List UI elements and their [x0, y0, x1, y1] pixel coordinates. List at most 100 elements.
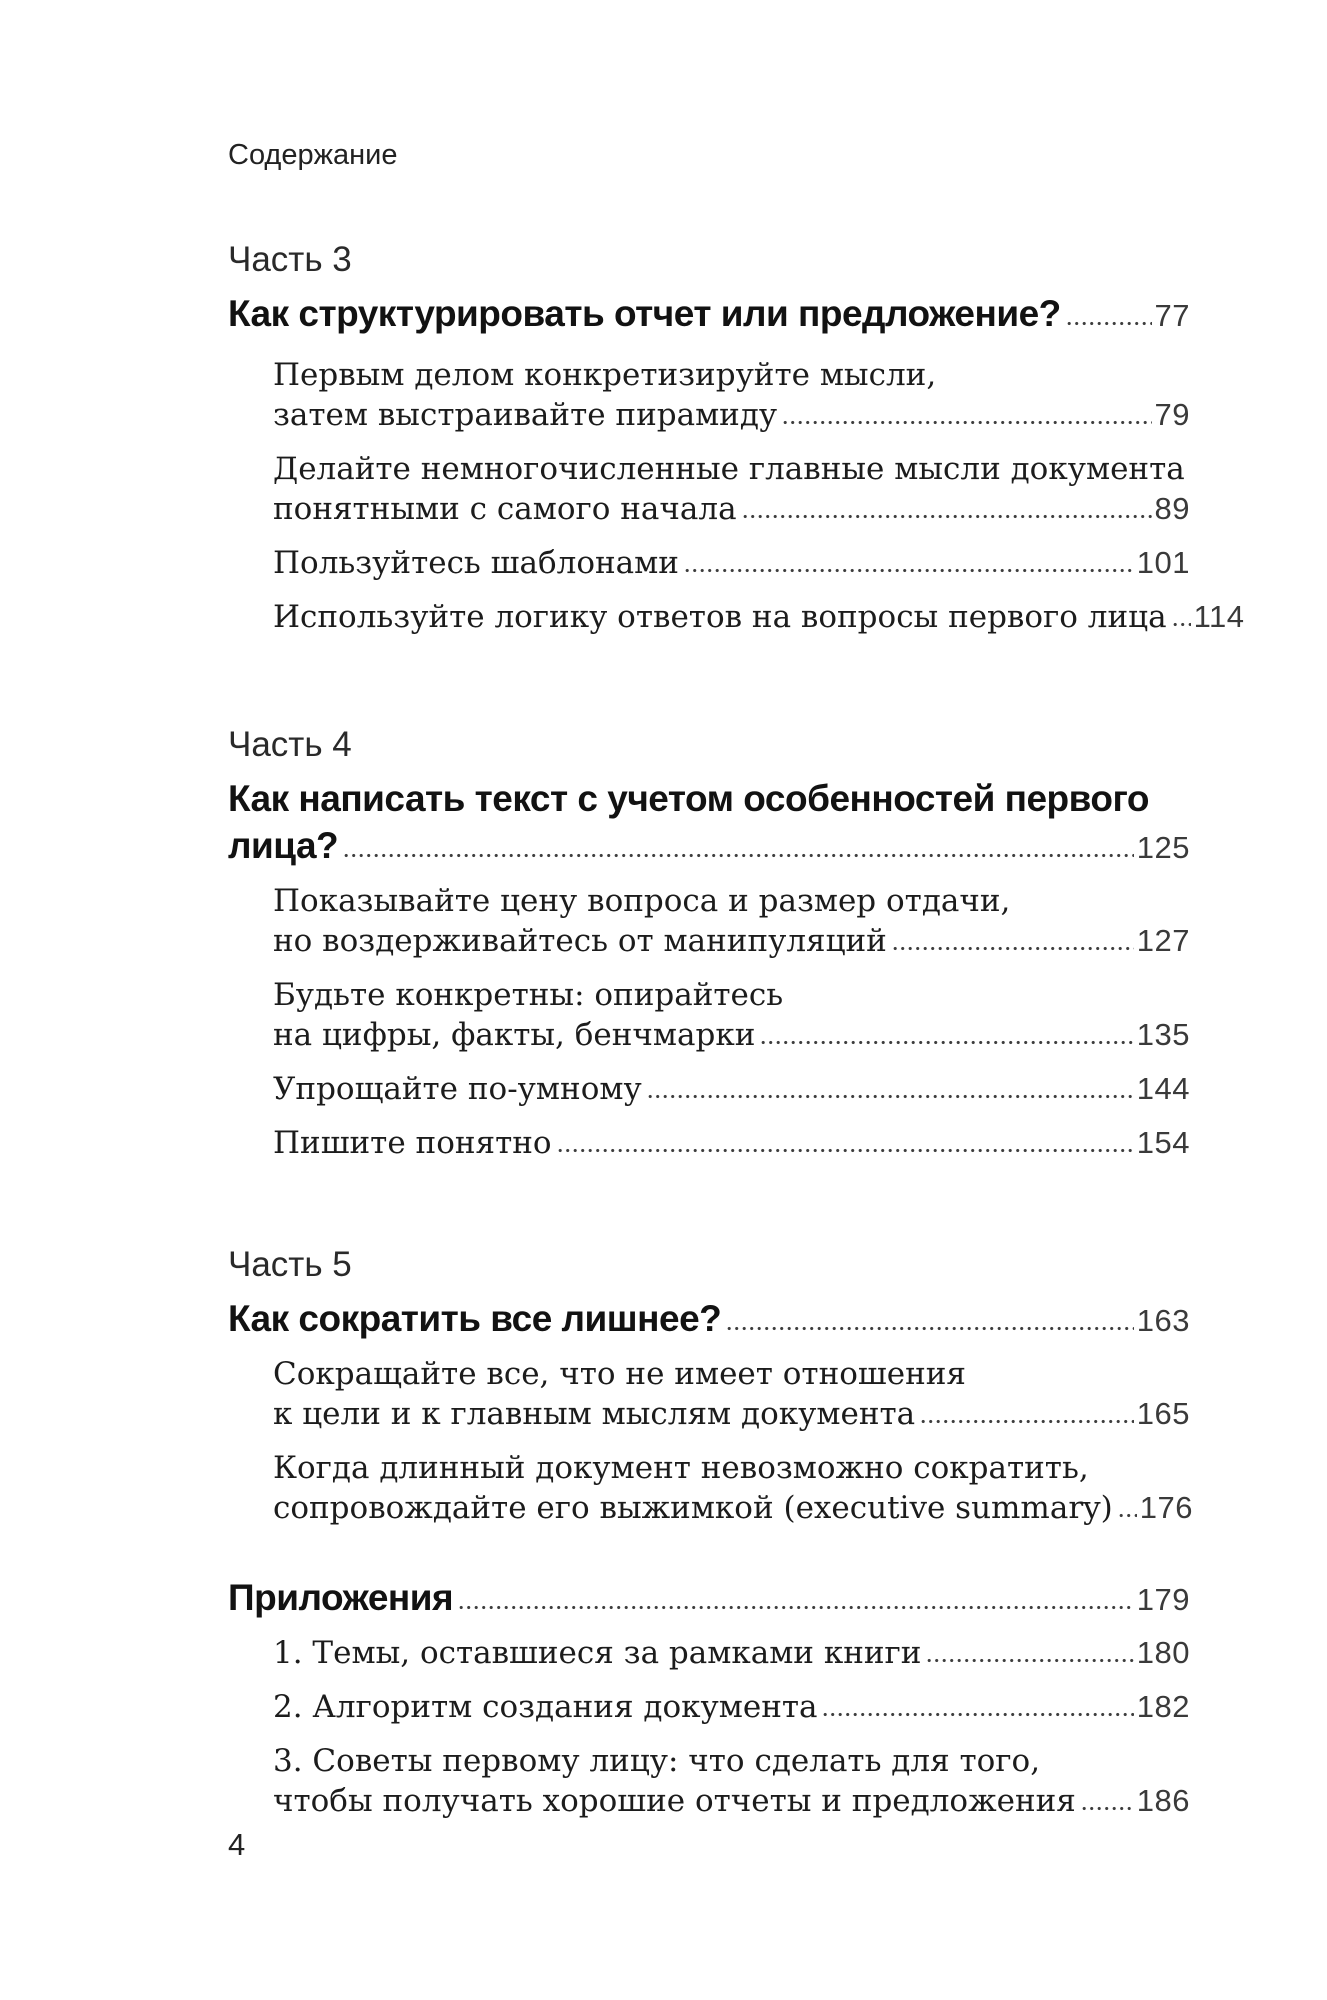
page-number: 101	[1136, 545, 1190, 580]
folio-page-number: 4	[228, 1827, 246, 1862]
entry-line: 2. Алгоритм создания документа	[273, 1689, 818, 1725]
section-title: Как сократить все лишнее?	[228, 1298, 722, 1339]
toc-entry: Будьте конкретны: опирайтесь на цифры, ф…	[228, 975, 1190, 1055]
entry-line: Первым делом конкретизируйте мысли,	[273, 357, 937, 393]
section-kicker: Часть 4	[228, 725, 352, 764]
dot-leader	[344, 853, 1134, 858]
toc-section-appendix: Приложения 179 1. Темы, оставшиеся за ра…	[228, 1574, 1190, 1821]
page-number: 89	[1154, 491, 1190, 526]
entry-line: Делайте немногочисленные главные мысли д…	[273, 451, 1185, 487]
page-number: 186	[1136, 1783, 1190, 1818]
dot-leader	[742, 514, 1152, 519]
section-entries: Первым делом конкретизируйте мысли, зате…	[228, 355, 1244, 637]
toc-entry: Пишите понятно 154	[228, 1123, 1190, 1163]
page-number: 165	[1136, 1396, 1190, 1431]
dot-leader	[1118, 1513, 1137, 1518]
entry-leader-row: затем выстраивайте пирамиду 79	[273, 395, 1190, 435]
entry-line: Когда длинный документ невозможно сократ…	[273, 1450, 1089, 1486]
entry-line: 1. Темы, оставшиеся за рамками книги	[273, 1635, 922, 1671]
entry-line: но воздерживайтесь от манипуляций	[273, 923, 887, 959]
entry-line: на цифры, факты, бенчмарки	[273, 1017, 756, 1053]
page-number: 182	[1136, 1689, 1190, 1724]
section-entries: Сокращайте все, что не имеет отношения к…	[228, 1354, 1193, 1528]
toc-entry: Используйте логику ответов на вопросы пе…	[228, 597, 1244, 637]
section-kicker: Часть 3	[228, 240, 352, 279]
entry-line: 3. Советы первому лицу: что сделать для …	[273, 1743, 1041, 1779]
page-number: 125	[1136, 830, 1190, 865]
entry-leader-row: Пользуйтесь шаблонами 101	[273, 543, 1190, 583]
dot-leader	[1081, 1806, 1134, 1811]
entry-line: к цели и к главным мыслям документа	[273, 1396, 916, 1432]
entry-leader-row: Используйте логику ответов на вопросы пе…	[273, 597, 1244, 637]
page-number: 144	[1136, 1071, 1190, 1106]
dot-leader	[1066, 321, 1152, 326]
section-title-row: лица? 125	[228, 822, 1190, 869]
page-number: 79	[1154, 397, 1190, 432]
page-number: 127	[1136, 923, 1190, 958]
entry-line: Показывайте цену вопроса и размер отдачи…	[273, 883, 1011, 919]
toc-entry: Первым делом конкретизируйте мысли, зате…	[228, 355, 1190, 435]
page-number: 176	[1139, 1490, 1193, 1525]
entry-leader-row: 2. Алгоритм создания документа 182	[273, 1687, 1190, 1727]
section-title: Как структурировать отчет или предложени…	[228, 293, 1061, 334]
toc-section-part-3: Часть 3 Как структурировать отчет или пр…	[228, 238, 1244, 637]
entry-line: Сокращайте все, что не имеет отношения	[273, 1356, 966, 1392]
entry-leader-row: сопровождайте его выжимкой (executive su…	[273, 1488, 1193, 1528]
entry-line: Пишите понятно	[273, 1125, 552, 1161]
toc-entry: Упрощайте по-умному 144	[228, 1069, 1190, 1109]
entry-leader-row: Упрощайте по-умному 144	[273, 1069, 1190, 1109]
dot-leader	[783, 420, 1152, 425]
toc-entry: Сокращайте все, что не имеет отношения к…	[228, 1354, 1190, 1434]
entry-line: Используйте логику ответов на вопросы пе…	[273, 599, 1167, 635]
running-header: Содержание	[228, 139, 398, 171]
toc-entry: 2. Алгоритм создания документа 182	[228, 1687, 1190, 1727]
dot-leader	[892, 946, 1134, 951]
toc-entry: Когда длинный документ невозможно сократ…	[228, 1448, 1193, 1528]
toc-entry: 1. Темы, оставшиеся за рамками книги 180	[228, 1633, 1190, 1673]
page-number: 77	[1154, 298, 1190, 333]
dot-leader	[761, 1040, 1134, 1045]
entry-line: чтобы получать хорошие отчеты и предложе…	[273, 1783, 1076, 1819]
dot-leader	[921, 1419, 1134, 1424]
page-number: 180	[1136, 1635, 1190, 1670]
dot-leader	[823, 1712, 1134, 1717]
entry-line: затем выстраивайте пирамиду	[273, 397, 778, 433]
entry-line: понятными с самого начала	[273, 491, 737, 527]
page-number: 135	[1136, 1017, 1190, 1052]
entry-line: Будьте конкретны: опирайтесь	[273, 977, 784, 1013]
entry-leader-row: Пишите понятно 154	[273, 1123, 1190, 1163]
entry-leader-row: 1. Темы, оставшиеся за рамками книги 180	[273, 1633, 1190, 1673]
dot-leader	[1172, 622, 1191, 627]
section-kicker: Часть 5	[228, 1245, 352, 1284]
section-title-row: Приложения 179	[228, 1574, 1190, 1621]
entry-leader-row: понятными с самого начала 89	[273, 489, 1190, 529]
entry-leader-row: на цифры, факты, бенчмарки 135	[273, 1015, 1190, 1055]
entry-leader-row: но воздерживайтесь от манипуляций 127	[273, 921, 1190, 961]
dot-leader	[557, 1148, 1134, 1153]
section-title-row: Как сократить все лишнее? 163	[228, 1295, 1190, 1342]
dot-leader	[927, 1658, 1134, 1663]
entry-leader-row: чтобы получать хорошие отчеты и предложе…	[273, 1781, 1190, 1821]
dot-leader	[459, 1605, 1134, 1610]
page-number: 163	[1136, 1303, 1190, 1338]
toc-entry: 3. Советы первому лицу: что сделать для …	[228, 1741, 1190, 1821]
toc-entry: Делайте немногочисленные главные мысли д…	[228, 449, 1190, 529]
page-number: 154	[1136, 1125, 1190, 1160]
section-title-row: Как структурировать отчет или предложени…	[228, 290, 1190, 337]
page-number: 179	[1136, 1582, 1190, 1617]
section-title: Приложения	[228, 1577, 454, 1618]
section-entries: Показывайте цену вопроса и размер отдачи…	[228, 881, 1190, 1163]
entry-line: Упрощайте по-умному	[273, 1071, 642, 1107]
page-number: 114	[1193, 599, 1245, 634]
dot-leader	[647, 1094, 1134, 1099]
dot-leader	[727, 1326, 1134, 1331]
toc-entry: Пользуйтесь шаблонами 101	[228, 543, 1190, 583]
toc-entry: Показывайте цену вопроса и размер отдачи…	[228, 881, 1190, 961]
toc-section-part-4: Часть 4 Как написать текст с учетом особ…	[228, 723, 1190, 1163]
entry-line: сопровождайте его выжимкой (executive su…	[273, 1490, 1113, 1526]
section-title: Как написать текст с учетом особенностей…	[228, 778, 1150, 819]
entry-leader-row: к цели и к главным мыслям документа 165	[273, 1394, 1190, 1434]
section-title: лица?	[228, 825, 339, 866]
entry-line: Пользуйтесь шаблонами	[273, 545, 679, 581]
